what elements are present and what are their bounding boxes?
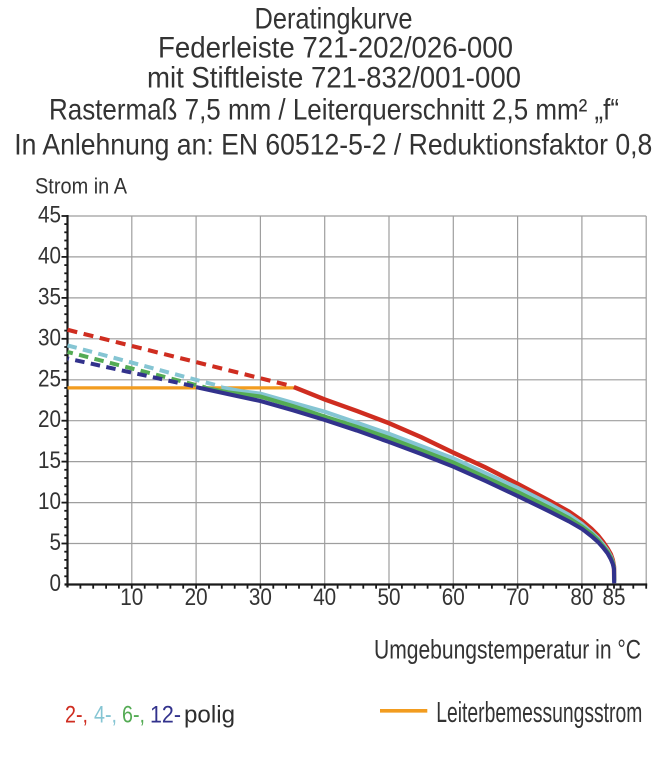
svg-text:Federleiste 721-202/026-000: Federleiste 721-202/026-000: [158, 32, 513, 65]
svg-text:6-,: 6-,: [122, 701, 145, 728]
svg-text:2-,: 2-,: [65, 701, 88, 728]
svg-text:Rastermaß 7,5 mm / Leiterquers: Rastermaß 7,5 mm / Leiterquerschnitt 2,5…: [49, 94, 619, 127]
svg-text:25: 25: [38, 365, 61, 392]
svg-text:Umgebungstemperatur in °C: Umgebungstemperatur in °C: [374, 635, 641, 665]
svg-text:40: 40: [313, 584, 336, 611]
svg-text:mit Stiftleiste 721-832/001-00: mit Stiftleiste 721-832/001-000: [147, 61, 521, 94]
svg-text:Deratingkurve: Deratingkurve: [255, 3, 413, 36]
svg-text:10: 10: [120, 584, 143, 611]
svg-text:0: 0: [50, 570, 62, 597]
svg-text:30: 30: [249, 584, 272, 611]
svg-text:15: 15: [38, 447, 61, 474]
svg-text:In Anlehnung an: EN 60512-5-2: In Anlehnung an: EN 60512-5-2 / Reduktio…: [14, 128, 652, 161]
svg-text:60: 60: [442, 584, 465, 611]
svg-text:20: 20: [38, 406, 61, 433]
svg-text:Strom in A: Strom in A: [35, 174, 127, 199]
svg-text:10: 10: [38, 488, 61, 515]
svg-text:40: 40: [38, 242, 61, 269]
svg-text:4-,: 4-,: [94, 701, 117, 728]
svg-text:20: 20: [185, 584, 208, 611]
svg-text:80: 80: [570, 584, 593, 611]
svg-text:35: 35: [38, 283, 61, 310]
svg-text:Leiterbemessungsstrom: Leiterbemessungsstrom: [436, 697, 642, 729]
svg-text:5: 5: [50, 529, 62, 556]
svg-text:50: 50: [378, 584, 401, 611]
svg-text:30: 30: [38, 324, 61, 351]
svg-text:45: 45: [38, 201, 61, 228]
svg-text:polig: polig: [184, 701, 235, 728]
svg-text:12-: 12-: [150, 701, 181, 728]
svg-text:85: 85: [603, 584, 626, 611]
svg-text:70: 70: [506, 584, 529, 611]
